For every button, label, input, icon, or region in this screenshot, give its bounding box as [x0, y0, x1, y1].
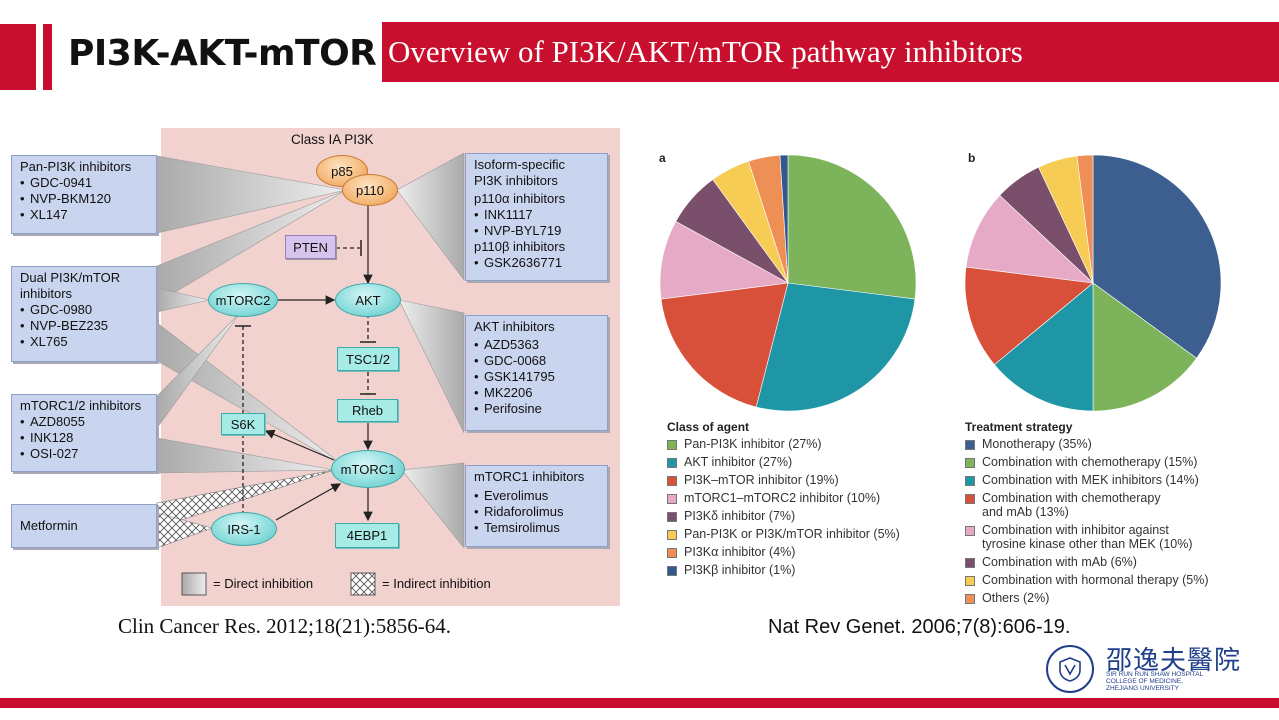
legend-label: Others (2%): [982, 591, 1050, 605]
logo-english-name: SIR RUN RUN SHAW HOSPITAL COLLEGE OF MED…: [1106, 671, 1204, 692]
legend-swatch: [965, 558, 975, 568]
legend-label: Pan-PI3K or PI3K/mTOR inhibitor (5%): [684, 527, 900, 541]
pie-a-slice-0: [787, 154, 917, 300]
node-s6k: S6K: [221, 413, 265, 435]
hospital-logo: 邵逸夫醫院 SIR RUN RUN SHAW HOSPITAL COLLEGE …: [1044, 640, 1274, 696]
citation-nat-rev-genet: Nat Rev Genet. 2006;7(8):606-19.: [768, 616, 1071, 638]
legend-swatch: [667, 440, 677, 450]
pie-b-slice-4: [965, 194, 1094, 284]
pie-a-slice-3: [659, 220, 789, 300]
slide-title: PI3K-AKT-mTOR: [68, 33, 377, 74]
header-accent-stripe: [43, 24, 52, 90]
legend-label: Combination with chemotherapy and mAb (13…: [982, 491, 1161, 519]
pie-b-slice-7: [1076, 154, 1094, 284]
box-pan-pi3k-inhibitors: Pan-PI3K inhibitors GDC-0941 NVP-BKM120 …: [11, 155, 157, 234]
legend-indirect-inhibition: = Indirect inhibition: [382, 576, 491, 591]
legend-label: PI3Kδ inhibitor (7%): [684, 509, 796, 523]
node-tsc: TSC1/2: [337, 347, 399, 371]
pathway-diagram: Class IA PI3K p85 p110 PTEN AKT mTORC2 T…: [4, 128, 620, 606]
node-rheb: Rheb: [337, 399, 398, 422]
header-accent-block: [0, 24, 36, 90]
legend-label: Pan-PI3K inhibitor (27%): [684, 437, 822, 451]
node-4ebp1: 4EBP1: [335, 523, 399, 548]
pie-b-slice-1: [1092, 282, 1197, 412]
box-metformin: Metformin: [11, 504, 157, 548]
footer-bar: [0, 698, 1279, 708]
pie-b-slice-3: [964, 266, 1094, 366]
logo-chinese-name: 邵逸夫醫院: [1106, 646, 1242, 676]
pie-b-letter: b: [968, 151, 976, 165]
legend-swatch: [965, 594, 975, 604]
legend-label: Combination with chemotherapy (15%): [982, 455, 1198, 469]
pie-a-slice-1: [755, 282, 916, 412]
fan-dual-to-mtorc2: [156, 287, 210, 313]
node-mtorc2: mTORC2: [208, 283, 278, 317]
legend-swatch: [965, 476, 975, 486]
fan-akt-to-akt: [398, 299, 465, 434]
node-akt: AKT: [335, 283, 401, 317]
legend-label: PI3Kα inhibitor (4%): [684, 545, 796, 559]
legend-label: Monotherapy (35%): [982, 437, 1092, 451]
legend-swatch: [667, 566, 677, 576]
pie-a-legend-title: Class of agent: [667, 420, 750, 434]
fan-mtorc1inh-to-mtorc1: [401, 462, 465, 549]
pie-b-legend-title: Treatment strategy: [965, 420, 1073, 434]
legend-label: PI3Kβ inhibitor (1%): [684, 563, 796, 577]
legend-swatch: [667, 548, 677, 558]
hospital-seal-icon: [1046, 645, 1094, 693]
slide-subtitle: Overview of PI3K/AKT/mTOR pathway inhibi…: [388, 34, 1023, 69]
fan-mtorc12-to-mtorc2: [156, 312, 241, 429]
legend-swatch: [667, 512, 677, 522]
legend-label: AKT inhibitor (27%): [684, 455, 793, 469]
pie-chart-a: [659, 154, 917, 412]
pie-charts-panel: a b Class of agent Pan-PI3K inhibitor (2…: [650, 140, 1275, 610]
fan-dual-to-p110: [156, 189, 347, 304]
hatch-metformin-to-irs1: [156, 512, 213, 549]
pie-a-letter: a: [659, 151, 666, 165]
legend-swatch: [965, 458, 975, 468]
legend-swatch: [667, 530, 677, 540]
pie-b-slice-2: [993, 282, 1094, 412]
node-mtorc1: mTORC1: [331, 450, 405, 488]
box-akt-inhibitors: AKT inhibitors AZD5363 GDC-0068 GSK14179…: [465, 315, 608, 431]
diagram-connectors: [156, 152, 465, 596]
legend-swatch: [965, 576, 975, 586]
legend-swatch: [965, 494, 975, 504]
legend-label: Combination with inhibitor against tyrosi…: [982, 523, 1193, 551]
subtitle-banner: [382, 22, 1279, 82]
legend-swatch: [667, 458, 677, 468]
box-mtorc12-inhibitors: mTORC1/2 inhibitors AZD8055 INK128 OSI-0…: [11, 394, 157, 472]
legend-label: PI3K–mTOR inhibitor (19%): [684, 473, 839, 487]
pie-chart-b: [964, 154, 1222, 412]
fan-pan-to-p110: [156, 155, 347, 234]
legend-swatch: [965, 526, 975, 536]
pie-charts-svg: [659, 154, 1222, 412]
box-isoform-specific-inhibitors: Isoform-specific PI3K inhibitors p110α i…: [465, 153, 608, 281]
legend-label: Combination with mAb (6%): [982, 555, 1137, 569]
legend-label: Combination with MEK inhibitors (14%): [982, 473, 1199, 487]
pie-b-slice-0: [1092, 154, 1222, 359]
legend-label: Combination with hormonal therapy (5%): [982, 573, 1209, 587]
legend-direct-inhibition: = Direct inhibition: [213, 576, 314, 591]
fan-isoform-to-p110: [396, 152, 465, 281]
node-pten: PTEN: [285, 235, 336, 259]
legend-label: mTORC1–mTORC2 inhibitor (10%): [684, 491, 881, 505]
pie-a-slice-2: [660, 282, 789, 408]
box-dual-pi3k-mtor-inhibitors: Dual PI3K/mTOR inhibitors GDC-0980 NVP-B…: [11, 266, 157, 362]
node-irs1: IRS-1: [211, 512, 277, 546]
node-p110: p110: [342, 174, 398, 206]
citation-clin-cancer-res: Clin Cancer Res. 2012;18(21):5856-64.: [118, 614, 452, 638]
legend-swatch: [667, 476, 677, 486]
class-ia-label: Class IA PI3K: [291, 132, 374, 147]
fan-mtorc12-to-mtorc1: [156, 437, 335, 474]
legend-swatch: [667, 494, 677, 504]
pie-a-slice-7: [779, 154, 789, 284]
legend-swatch: [965, 440, 975, 450]
box-mtorc1-inhibitors: mTORC1 inhibitors Everolimus Ridaforolim…: [465, 465, 608, 547]
